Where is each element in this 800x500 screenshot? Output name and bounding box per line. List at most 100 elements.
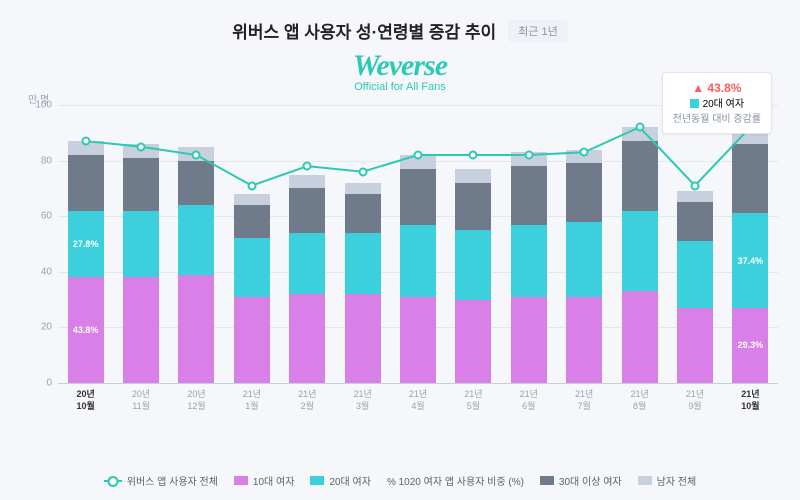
x-tick-label: 20년11월	[116, 389, 166, 412]
bar-segment-teens_f	[345, 294, 381, 383]
bar-segment-thirties_f	[289, 188, 325, 232]
bar-segment-thirties_f	[677, 202, 713, 241]
line-marker	[358, 167, 367, 176]
callout-swatch	[690, 99, 699, 108]
bar-segment-twenties_f	[345, 233, 381, 294]
legend-item: 30대 이상 여자	[540, 473, 622, 488]
chart-title: 위버스 앱 사용자 성·연령별 증감 추이	[232, 18, 496, 43]
bar-segment-thirties_f	[455, 183, 491, 230]
bar-segment-teens_f	[178, 275, 214, 383]
bar-column: 21년7월	[557, 150, 612, 383]
bar-stack	[455, 169, 491, 383]
line-marker	[524, 151, 533, 160]
period-badge: 최근 1년	[508, 20, 568, 42]
y-tick-label: 20	[30, 322, 52, 333]
bar-column: 29.3%37.4%21년10월	[723, 130, 778, 383]
bar-stack	[622, 127, 658, 383]
bar-segment-twenties_f	[178, 205, 214, 275]
bar-segment-teens_f	[455, 300, 491, 383]
bar-segment-thirties_f	[178, 161, 214, 205]
segment-label: 27.8%	[73, 239, 99, 249]
segment-label: 43.8%	[73, 325, 99, 335]
grid-line	[58, 383, 778, 384]
x-tick-label: 21년1월	[227, 389, 277, 412]
bar-column: 43.8%27.8%20년10월	[58, 141, 113, 383]
line-marker	[247, 181, 256, 190]
y-tick-label: 40	[30, 266, 52, 277]
bar-column: 21년2월	[280, 175, 335, 383]
x-tick-label: 21년9월	[670, 389, 720, 412]
line-marker	[303, 162, 312, 171]
x-tick-label: 20년12월	[171, 389, 221, 412]
legend-swatch	[310, 476, 324, 485]
x-tick-label: 21년5월	[448, 389, 498, 412]
legend: 위버스 앱 사용자 전체10대 여자20대 여자% 1020 여자 앱 사용자 …	[22, 473, 778, 488]
line-marker	[580, 148, 589, 157]
bar-segment-thirties_f	[511, 166, 547, 224]
bar-segment-teens_f	[622, 291, 658, 383]
bar-stack	[677, 191, 713, 383]
bar-segment-male_all	[677, 191, 713, 202]
bar-segment-twenties_f	[511, 225, 547, 297]
line-marker	[635, 123, 644, 132]
bar-column: 21년4월	[390, 155, 445, 383]
bar-segment-thirties_f	[622, 141, 658, 211]
x-tick-label: 21년6월	[504, 389, 554, 412]
bar-column: 21년9월	[667, 191, 722, 383]
bar-stack	[511, 152, 547, 383]
bar-column: 21년6월	[501, 152, 556, 383]
bar-segment-thirties_f	[566, 163, 602, 221]
bar-stack	[345, 183, 381, 383]
callout-percent: ▲ 43.8%	[673, 79, 761, 97]
bar-segment-twenties_f	[400, 225, 436, 297]
x-tick-label: 21년7월	[559, 389, 609, 412]
bar-segment-twenties_f	[455, 230, 491, 300]
bar-column: 21년8월	[612, 127, 667, 383]
legend-item: 위버스 앱 사용자 전체	[104, 473, 218, 488]
line-marker	[192, 151, 201, 160]
y-tick-label: 80	[30, 155, 52, 166]
segment-label: 37.4%	[738, 256, 764, 266]
bar-segment-twenties_f	[622, 211, 658, 292]
bar-segment-teens_f	[123, 277, 159, 383]
bar-stack	[400, 155, 436, 383]
x-tick-label: 21년2월	[282, 389, 332, 412]
legend-item: 10대 여자	[234, 473, 295, 488]
bar-segment-thirties_f	[400, 169, 436, 225]
bar-segment-twenties_f	[289, 233, 325, 294]
bar-stack	[178, 147, 214, 383]
bar-segment-twenties_f	[566, 222, 602, 297]
x-tick-label: 21년3월	[338, 389, 388, 412]
callout-series: 20대 여자	[673, 97, 761, 112]
bar-segment-thirties_f	[345, 194, 381, 233]
bar-segment-teens_f	[511, 297, 547, 383]
legend-item: 남자 전체	[638, 473, 697, 488]
legend-swatch	[638, 476, 652, 485]
y-tick-label: 100	[30, 100, 52, 111]
bar-segment-thirties_f	[68, 155, 104, 211]
line-marker	[81, 137, 90, 146]
bar-segment-teens_f	[400, 297, 436, 383]
x-tick-label: 21년4월	[393, 389, 443, 412]
bar-segment-twenties_f	[234, 238, 270, 296]
bar-segment-male_all	[455, 169, 491, 183]
bar-segment-male_all	[234, 194, 270, 205]
line-marker	[414, 151, 423, 160]
bar-stack	[566, 150, 602, 383]
legend-swatch	[540, 476, 554, 485]
line-marker	[137, 142, 146, 151]
x-tick-label: 21년8월	[615, 389, 665, 412]
bar-segment-twenties_f	[123, 211, 159, 278]
bar-stack	[289, 175, 325, 383]
segment-label: 29.3%	[738, 340, 764, 350]
bar-column: 20년12월	[169, 147, 224, 383]
legend-item: % 1020 여자 앱 사용자 비중 (%)	[387, 473, 524, 488]
legend-line-swatch	[104, 480, 122, 482]
bar-stack	[123, 144, 159, 383]
bar-column: 21년5월	[446, 169, 501, 383]
bar-segment-teens_f	[566, 297, 602, 383]
bar-stack: 43.8% 27.8%	[68, 141, 104, 383]
bar-stack	[234, 194, 270, 383]
chart-area: 만 명 02040608010043.8%27.8%20년10월20년11월20…	[22, 99, 778, 429]
y-tick-label: 0	[30, 378, 52, 389]
